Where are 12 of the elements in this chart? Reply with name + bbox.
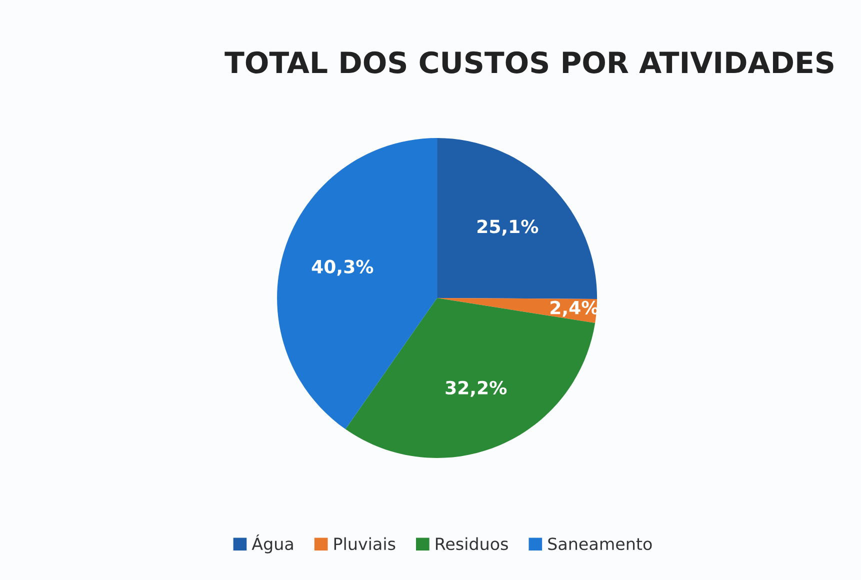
data-label: 25,1% — [478, 220, 538, 236]
pie-slice — [277, 138, 438, 430]
legend-label: Água — [252, 534, 293, 554]
pie-slice — [437, 138, 598, 299]
pie-slice — [345, 298, 596, 458]
legend-label: Pluviais — [334, 537, 396, 550]
data-label: 40,3% — [312, 260, 374, 276]
chart-title: TOTAL DOS CUSTOS POR ATIVIDADES — [224, 51, 834, 74]
legend-label: Residuos — [436, 537, 508, 550]
legend-label: Saneamento — [548, 538, 652, 550]
data-label: 2,4% — [550, 300, 599, 317]
data-label: 32,2% — [446, 380, 507, 397]
